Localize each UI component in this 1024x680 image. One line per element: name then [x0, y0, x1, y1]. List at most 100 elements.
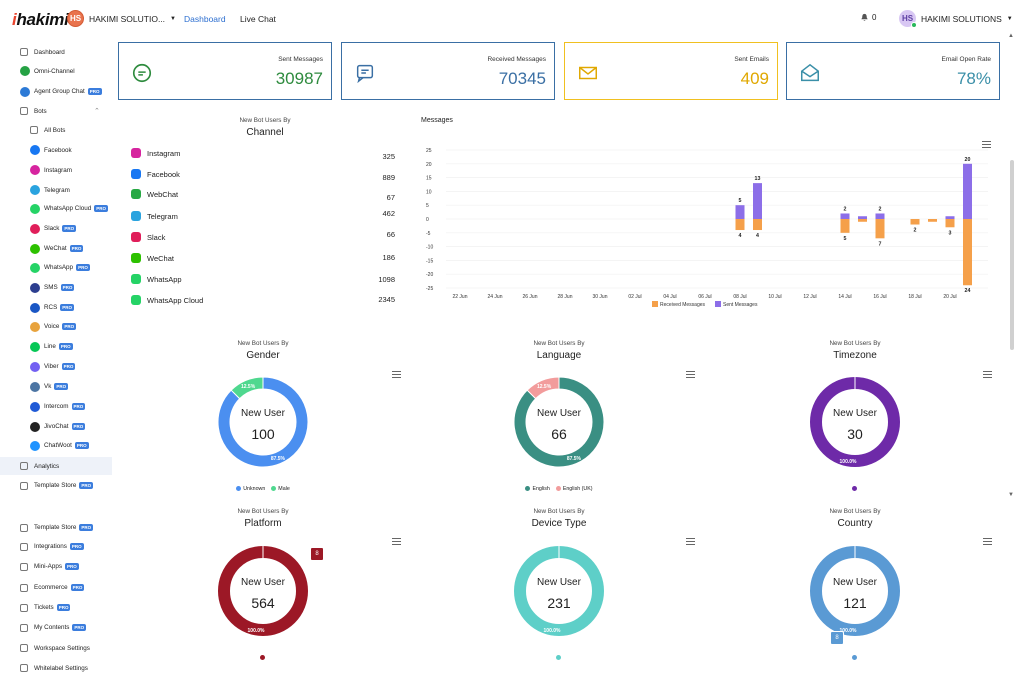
- sidebar-item-jivochat[interactable]: JivoChat PRO: [0, 418, 112, 436]
- bar-received-messages[interactable]: [753, 219, 762, 231]
- sidebar-item-viber[interactable]: Viber PRO: [0, 358, 112, 376]
- donut-slice-all[interactable]: [810, 377, 900, 467]
- sidebar-item-template-store[interactable]: Template Store PRO: [0, 519, 112, 537]
- legend-label[interactable]: Sent Messages: [723, 302, 758, 308]
- sidebar-item-label: Viber PRO: [44, 363, 76, 371]
- bar-sent-messages[interactable]: [753, 183, 762, 219]
- bar-received-messages[interactable]: [928, 219, 937, 222]
- legend-item[interactable]: Male: [271, 486, 290, 492]
- donut-badge: 8: [830, 631, 844, 645]
- bar-received-messages[interactable]: [945, 219, 955, 228]
- sidebar-item-sms[interactable]: SMS PRO: [0, 279, 112, 297]
- sidebar-item-dashboard[interactable]: Dashboard: [0, 43, 112, 61]
- legend-item[interactable]: [259, 655, 267, 661]
- pro-badge: PRO: [60, 284, 75, 292]
- sidebar-item-instagram[interactable]: Instagram: [0, 161, 112, 179]
- sidebar-item-chatwoot[interactable]: ChatWoot PRO: [0, 437, 112, 455]
- bar-sent-messages[interactable]: [963, 163, 972, 219]
- legend-dot: [259, 655, 265, 661]
- chart-menu-icon[interactable]: [686, 538, 695, 545]
- nav-live-chat[interactable]: Live Chat: [240, 14, 276, 24]
- sidebar-item-integrations[interactable]: Integrations PRO: [0, 538, 112, 556]
- sidebar-item-all-bots[interactable]: All Bots: [0, 121, 112, 139]
- sidebar-item-agent-group-chat[interactable]: Agent Group Chat PRO: [0, 83, 112, 101]
- legend-item[interactable]: English (UK): [555, 486, 593, 492]
- bar-received-messages[interactable]: [910, 219, 920, 225]
- bar-sent-messages[interactable]: [858, 216, 867, 219]
- bar-received-messages[interactable]: [735, 219, 745, 231]
- sidebar-item-label: Instagram: [44, 166, 72, 174]
- sidebar-item-voice[interactable]: Voice PRO: [0, 318, 112, 336]
- sidebar-item-facebook[interactable]: Facebook: [0, 141, 112, 159]
- legend-item[interactable]: [851, 486, 859, 492]
- donut-slice-all[interactable]: [218, 546, 308, 636]
- bar-sent-messages[interactable]: [875, 213, 885, 219]
- sidebar-item-bots[interactable]: Bots ⌃: [0, 102, 112, 120]
- nav-dashboard[interactable]: Dashboard: [184, 14, 226, 24]
- donut-slice-all[interactable]: [514, 546, 604, 636]
- legend-item[interactable]: [851, 655, 859, 661]
- chart-menu-icon[interactable]: [392, 538, 401, 545]
- bar-sent-messages[interactable]: [945, 216, 955, 219]
- donut-slice-english-uk-[interactable]: [526, 376, 560, 400]
- y-tick-label: -15: [426, 258, 433, 264]
- app-logo[interactable]: ihakimi: [12, 10, 69, 29]
- data-label: 20: [965, 157, 971, 163]
- chart-menu-icon[interactable]: [982, 141, 991, 148]
- chart-menu-icon[interactable]: [392, 371, 401, 378]
- sidebar-item-rcs[interactable]: RCS PRO: [0, 299, 112, 317]
- rcs-icon: [30, 303, 40, 313]
- sidebar-item-wechat[interactable]: WeChat PRO: [0, 240, 112, 258]
- tickets-icon: [20, 604, 28, 612]
- sidebar-item-ecommerce[interactable]: Ecommerce PRO: [0, 579, 112, 597]
- viber-icon: [30, 362, 40, 372]
- bar-received-messages[interactable]: [875, 219, 885, 239]
- donut-slice-male[interactable]: [230, 376, 264, 400]
- chart-menu-icon[interactable]: [983, 538, 992, 545]
- user-menu[interactable]: HS HAKIMI SOLUTIONS ▼: [899, 10, 1013, 28]
- workspace-name: HAKIMI SOLUTIO...: [89, 13, 166, 24]
- bar-received-messages[interactable]: [963, 219, 972, 286]
- bar-sent-messages[interactable]: [840, 213, 850, 219]
- sidebar-item-line[interactable]: Line PRO: [0, 338, 112, 356]
- sidebar-item-label: All Bots: [44, 126, 66, 134]
- bar-received-messages[interactable]: [840, 219, 850, 233]
- chart-menu-icon[interactable]: [686, 371, 695, 378]
- legend-item[interactable]: [555, 655, 563, 661]
- sidebar-item-tickets[interactable]: Tickets PRO: [0, 599, 112, 617]
- sidebar-item-intercom[interactable]: Intercom PRO: [0, 398, 112, 416]
- sidebar-item-workspace-settings[interactable]: Workspace Settings: [0, 639, 112, 657]
- ecommerce-icon: [20, 584, 28, 592]
- sidebar-item-my-contents[interactable]: My Contents PRO: [0, 619, 112, 637]
- donut-slice-unknown[interactable]: [217, 376, 309, 468]
- donut-legend: [820, 486, 890, 492]
- sidebar-item-label: My Contents PRO: [34, 624, 87, 632]
- slice-label: 87.5%: [271, 456, 286, 462]
- sidebar-item-whitelabel-settings[interactable]: Whitelabel Settings: [0, 659, 112, 677]
- bar-received-messages[interactable]: [858, 219, 867, 222]
- scrollbar[interactable]: [1010, 160, 1014, 350]
- sidebar-item-template-store[interactable]: Template Store PRO: [0, 477, 112, 495]
- legend-item[interactable]: English: [525, 486, 550, 492]
- sidebar-item-telegram[interactable]: Telegram: [0, 181, 112, 199]
- sidebar-item-whatsapp[interactable]: WhatsApp PRO: [0, 259, 112, 277]
- bar-sent-messages[interactable]: [735, 205, 745, 219]
- workspace-selector[interactable]: HS HAKIMI SOLUTIO... ▼: [67, 10, 176, 27]
- donut-slice-all[interactable]: [810, 546, 900, 636]
- sidebar-item-slack[interactable]: Slack PRO: [0, 220, 112, 238]
- legend-label[interactable]: Received Messages: [660, 302, 706, 308]
- sidebar-item-analytics[interactable]: Analytics: [0, 457, 112, 475]
- data-label: 3: [949, 230, 952, 236]
- scroll-up-icon[interactable]: ▲: [1008, 33, 1014, 39]
- sidebar-item-vk[interactable]: Vk PRO: [0, 378, 112, 396]
- donut-legend: [524, 655, 594, 661]
- legend-item[interactable]: Unknown: [236, 486, 265, 492]
- sidebar-item-whatsapp-cloud[interactable]: WhatsApp Cloud PRO: [0, 200, 112, 218]
- pro-badge: PRO: [71, 403, 86, 411]
- scroll-down-icon[interactable]: ▼: [1008, 492, 1014, 498]
- sidebar-item-mini-apps[interactable]: Mini-Apps PRO: [0, 558, 112, 576]
- notifications-button[interactable]: 0: [860, 13, 876, 22]
- chart-menu-icon[interactable]: [983, 371, 992, 378]
- donut-slice-english[interactable]: [513, 376, 605, 468]
- sidebar-item-omni-channel[interactable]: Omni-Channel: [0, 62, 112, 80]
